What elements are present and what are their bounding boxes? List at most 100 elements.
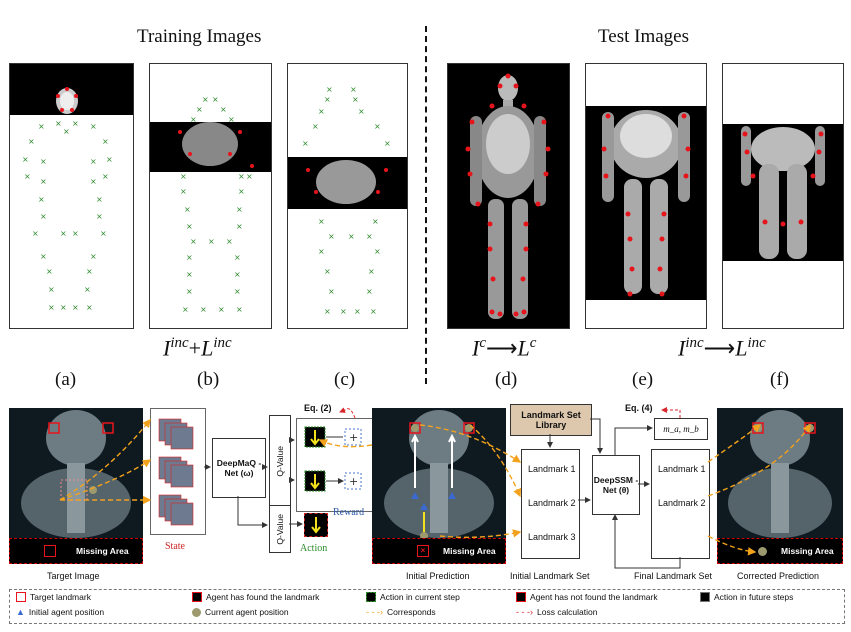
svg-text:×: × xyxy=(236,222,243,231)
target-image-caption: Target Image xyxy=(47,571,100,581)
svg-text:×: × xyxy=(72,303,79,312)
red-dashed-arrow-icon: - - -› xyxy=(516,607,533,617)
initial-landmark-1: Landmark 1 xyxy=(528,464,576,474)
red-square-icon xyxy=(16,592,26,602)
svg-text:×: × xyxy=(40,212,47,221)
svg-text:×: × xyxy=(46,267,53,276)
legend-found: Agent has found the landmark xyxy=(192,592,319,602)
svg-text:×: × xyxy=(86,267,93,276)
panel-f xyxy=(722,63,844,329)
svg-text:×: × xyxy=(186,270,193,279)
missing-area-label: Missing Area xyxy=(781,546,834,556)
found-icon xyxy=(192,592,202,602)
deepssm-net-box: DeepSSM -Net (θ) xyxy=(592,455,640,515)
legend-label: Action in current step xyxy=(380,592,460,602)
svg-text:×: × xyxy=(102,137,109,146)
legend-label: Agent has found the landmark xyxy=(206,592,320,602)
legend-not-found: Agent has not found the landmark xyxy=(516,592,658,602)
svg-text:×: × xyxy=(324,307,331,316)
deepssm-label: DeepSSM -Net (θ) xyxy=(593,475,639,495)
svg-text:×: × xyxy=(302,139,309,148)
svg-text:×: × xyxy=(180,187,187,196)
legend-box xyxy=(9,589,845,624)
svg-text:×: × xyxy=(340,307,347,316)
svg-text:×: × xyxy=(366,287,373,296)
legend-label: Loss calculation xyxy=(537,607,598,617)
svg-text:×: × xyxy=(38,122,45,131)
svg-text:×: × xyxy=(318,247,325,256)
arrow-down-icon xyxy=(311,517,321,534)
svg-text:×: × xyxy=(218,305,225,314)
svg-text:×: × xyxy=(72,119,79,128)
svg-text:×: × xyxy=(350,85,357,94)
legend-corresponds: - - -› Corresponds xyxy=(366,607,436,617)
missing-area-label: Missing Area xyxy=(76,546,129,556)
svg-text:×: × xyxy=(358,107,365,116)
svg-text:×: × xyxy=(324,95,331,104)
state-cubes xyxy=(158,418,194,526)
legend-initial-pos: ▲ Initial agent position xyxy=(16,607,104,617)
separator-line xyxy=(425,26,427,384)
svg-text:×: × xyxy=(354,307,361,316)
svg-text:×: × xyxy=(100,229,107,238)
svg-text:×: × xyxy=(40,157,47,166)
corrected-prediction-image: Missing Area xyxy=(717,408,843,564)
svg-text:×: × xyxy=(226,237,233,246)
missing-area-initial: × Missing Area xyxy=(372,538,506,564)
initial-prediction-image: × Missing Area xyxy=(372,408,506,564)
svg-text:×: × xyxy=(102,172,109,181)
svg-text:×: × xyxy=(28,137,35,146)
svg-text:×: × xyxy=(246,172,253,181)
svg-text:×: × xyxy=(318,107,325,116)
svg-text:×: × xyxy=(186,287,193,296)
label-e: (e) xyxy=(632,369,654,390)
svg-text:×: × xyxy=(234,270,241,279)
svg-text:×: × xyxy=(348,232,355,241)
svg-text:×: × xyxy=(90,252,97,261)
svg-text:×: × xyxy=(366,232,373,241)
svg-text:×: × xyxy=(384,139,391,148)
panel-d xyxy=(447,63,570,329)
legend-target-landmark: Target landmark xyxy=(16,592,91,602)
label-a: (a) xyxy=(55,369,77,390)
legend-current-pos: Current agent position xyxy=(192,607,289,617)
landmark-markers: × ×× × × × × × × × × × × × × × × × × × × × × × × × × … xyxy=(22,87,113,312)
svg-text:×: × xyxy=(238,187,245,196)
initial-prediction-caption: Initial Prediction xyxy=(406,571,470,581)
legend-action-current: Action in current step xyxy=(366,592,460,602)
svg-text:×: × xyxy=(72,229,79,238)
svg-text:×: × xyxy=(202,95,209,104)
missing-square-icon xyxy=(44,545,56,557)
target-image: Missing Area xyxy=(9,408,143,564)
svg-text:×: × xyxy=(90,157,97,166)
initial-landmark-2: Landmark 2 xyxy=(528,498,576,508)
svg-text:×: × xyxy=(228,115,235,124)
svg-text:×: × xyxy=(180,172,187,181)
panel-c: × × × × × × × × × × × × × × × × × × × × × × × × × xyxy=(287,63,408,329)
svg-text:×: × xyxy=(55,119,62,128)
scan-image xyxy=(741,126,825,259)
not-found-icon xyxy=(516,592,526,602)
q-value-label: Q-Value xyxy=(275,513,285,545)
legend-label: Current agent position xyxy=(205,607,289,617)
final-landmark-set: Landmark 1 Landmark 2 xyxy=(651,449,710,559)
state-label: State xyxy=(165,541,185,552)
svg-text:+: + xyxy=(349,475,358,488)
initial-landmark-set-caption: Initial Landmark Set xyxy=(510,571,590,581)
missing-area-corrected: Missing Area xyxy=(717,538,843,564)
initial-landmark-set: Landmark 1 Landmark 2 Landmark 3 xyxy=(521,449,580,559)
final-landmark-1: Landmark 1 xyxy=(658,464,706,474)
orange-dashed-arrow-icon: - - -› xyxy=(366,607,383,617)
current-action-icon xyxy=(366,592,376,602)
panel-a: × × × × × × × × × × × × × × × × × × × × × × × × × × × … xyxy=(9,63,134,329)
landmark-markers: × ×× × × × × × × × × × × × × × × × × × × × × × × × × × xyxy=(178,95,254,314)
final-landmark-2: Landmark 2 xyxy=(658,498,706,508)
ma-mb-box: m_a, m_b xyxy=(654,418,708,440)
svg-text:×: × xyxy=(186,222,193,231)
svg-text:×: × xyxy=(328,232,335,241)
svg-text:×: × xyxy=(234,287,241,296)
svg-text:×: × xyxy=(48,303,55,312)
svg-text:×: × xyxy=(234,253,241,262)
svg-text:×: × xyxy=(236,305,243,314)
svg-text:×: × xyxy=(32,229,39,238)
